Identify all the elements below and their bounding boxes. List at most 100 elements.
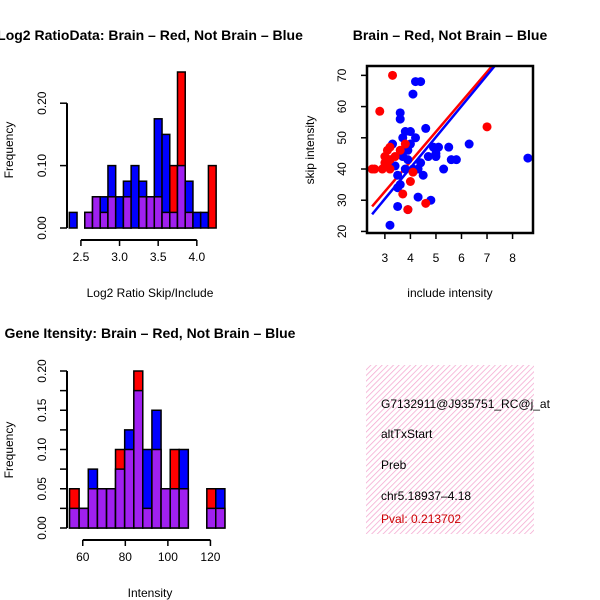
ratio-histogram: Log2 RatioData: Brain – Red, Not Brain –…	[0, 27, 303, 300]
scatter-y-tick-label: 30	[335, 193, 349, 207]
intensity-histogram-bars	[68, 370, 226, 529]
ratio-histogram-y-tick-label: 0.00	[35, 216, 49, 240]
scatter-axes: 3 4 5 6 7 8 20 30 40 50 60 70	[335, 64, 535, 265]
scatter-x-tick-label: 3	[382, 251, 389, 265]
intensity-histogram-bar-overlap	[133, 389, 144, 529]
intensity-histogram-bar-overlap	[123, 448, 135, 529]
info-panel: G7132911@J935751_RC@j_at altTxStart Preb…	[366, 365, 551, 534]
ratio-histogram-axes: 0.00 0.10 0.20 2.5 3.0 3.5 4.0	[35, 91, 205, 264]
scatter-point-not-brain	[393, 183, 403, 193]
info-panel-background	[366, 365, 534, 534]
scatter-x-tick-label: 8	[509, 251, 516, 265]
scatter-point-brain	[482, 122, 492, 132]
scatter-point-brain	[400, 139, 410, 149]
intensity-histogram-ylabel: Frequency	[2, 422, 16, 479]
info-event-type: altTxStart	[381, 427, 433, 441]
intensity-histogram-bar-overlap	[169, 488, 180, 529]
scatter-points	[367, 66, 533, 230]
ratio-histogram-bar-overlap	[184, 211, 194, 229]
scatter-point-not-brain	[434, 142, 444, 152]
scatter-point-not-brain	[385, 220, 395, 230]
intensity-histogram-bar-overlap	[105, 488, 117, 529]
ratio-histogram-bar-not-brain	[192, 211, 202, 229]
scatter-y-tick-label: 50	[335, 131, 349, 145]
ratio-histogram-y-tick-label: 0.20	[35, 91, 49, 115]
ratio-histogram-bar-overlap	[176, 164, 186, 229]
ratio-histogram-bar-not-brain	[130, 164, 140, 229]
intensity-histogram-bar-overlap	[68, 507, 80, 529]
ratio-histogram-bar-not-brain	[199, 211, 210, 229]
info-location: chr5.18937–4.18	[381, 489, 471, 503]
ratio-histogram-xlabel: Log2 Ratio Skip/Include	[87, 286, 214, 300]
scatter-point-not-brain	[464, 139, 474, 149]
scatter-plot-frame	[365, 64, 535, 235]
scatter-point-brain	[390, 152, 400, 162]
ratio-histogram-bar-overlap	[122, 196, 132, 229]
intensity-histogram-bar-overlap	[206, 507, 217, 529]
ratio-histogram-x-tick-label: 2.5	[73, 250, 90, 264]
scatter-ylabel: skip intensity	[303, 116, 317, 185]
scatter-point-brain	[398, 189, 408, 199]
intensity-histogram-x-tick-label: 60	[76, 550, 90, 564]
scatter-point-brain	[395, 145, 405, 155]
scatter-title: Brain – Red, Not Brain – Blue	[353, 27, 548, 43]
scatter-point-not-brain	[523, 153, 533, 163]
info-gene-id: G7132911@J935751_RC@j_at	[381, 397, 551, 411]
scatter-x-tick-label: 6	[458, 251, 465, 265]
ratio-histogram-x-tick-label: 4.0	[188, 250, 205, 264]
ratio-histogram-bars	[68, 71, 217, 229]
scatter-point-not-brain	[423, 152, 433, 162]
intensity-histogram-bar-overlap	[114, 468, 126, 529]
intensity-histogram-title: Gene Itensity: Brain – Red, Not Brain – …	[5, 325, 296, 341]
scatter-point-not-brain	[393, 170, 403, 180]
ratio-histogram-bar-not-brain	[114, 196, 125, 229]
scatter-point-not-brain	[408, 89, 418, 99]
intensity-histogram-y-tick-label: 0.15	[35, 398, 49, 422]
ratio-histogram-bar-overlap	[145, 196, 156, 229]
intensity-histogram-axes: 0.00 0.05 0.10 0.15 0.20 60 80 100 120	[35, 359, 221, 564]
scatter-point-brain	[408, 167, 418, 177]
scatter-point-not-brain	[418, 170, 428, 180]
intensity-histogram-x-tick-label: 100	[158, 550, 178, 564]
scatter-point-brain	[421, 198, 431, 208]
intensity-histogram-bar-overlap	[151, 448, 162, 529]
scatter-point-not-brain	[416, 77, 426, 87]
scatter-point-brain	[385, 142, 395, 152]
scatter-fit-line-brain	[371, 66, 494, 208]
scatter-point-not-brain	[411, 133, 421, 143]
intensity-histogram-xlabel: Intensity	[128, 586, 173, 600]
info-tissue: Preb	[381, 458, 407, 472]
scatter-point-not-brain	[421, 123, 431, 133]
ratio-histogram-x-tick-label: 3.0	[111, 250, 128, 264]
intensity-histogram-y-tick-label: 0.20	[35, 359, 49, 383]
scatter-point-not-brain	[403, 155, 413, 165]
scatter-x-tick-label: 5	[433, 251, 440, 265]
scatter-fit-line-not-brain	[371, 66, 496, 216]
scatter-point-brain	[403, 205, 413, 215]
scatter-point-brain	[405, 176, 415, 186]
scatter-point-not-brain	[400, 164, 410, 174]
scatter-y-tick-label: 70	[335, 68, 349, 82]
scatter-x-tick-label: 4	[407, 251, 414, 265]
intensity-histogram-bar-overlap	[142, 507, 153, 529]
scatter-point-not-brain	[395, 108, 405, 118]
intensity-histogram-x-tick-label: 120	[200, 550, 220, 564]
scatter-y-tick-label: 60	[335, 100, 349, 114]
scatter-point-not-brain	[431, 152, 441, 162]
ratio-histogram-bar-overlap	[84, 211, 94, 229]
scatter-point-not-brain	[416, 158, 426, 168]
scatter-point-brain	[370, 164, 380, 174]
ratio-histogram-bar-overlap	[91, 196, 101, 229]
scatter-point-brain	[388, 70, 398, 80]
ratio-histogram-bar-overlap	[99, 211, 109, 229]
ratio-histogram-x-tick-label: 3.5	[150, 250, 167, 264]
scatter-plot: Brain – Red, Not Brain – Blue 3 4 5 6 7 8 20 30…	[303, 27, 547, 300]
intensity-histogram-y-tick-label: 0.00	[35, 516, 49, 540]
ratio-histogram-bar-overlap	[153, 196, 163, 229]
ratio-histogram-bar-overlap	[107, 196, 117, 229]
intensity-histogram-bar-overlap	[160, 488, 171, 529]
intensity-histogram-y-tick-label: 0.05	[35, 477, 49, 501]
ratio-histogram-y-tick-label: 0.10	[35, 154, 49, 178]
scatter-x-tick-label: 7	[484, 251, 491, 265]
